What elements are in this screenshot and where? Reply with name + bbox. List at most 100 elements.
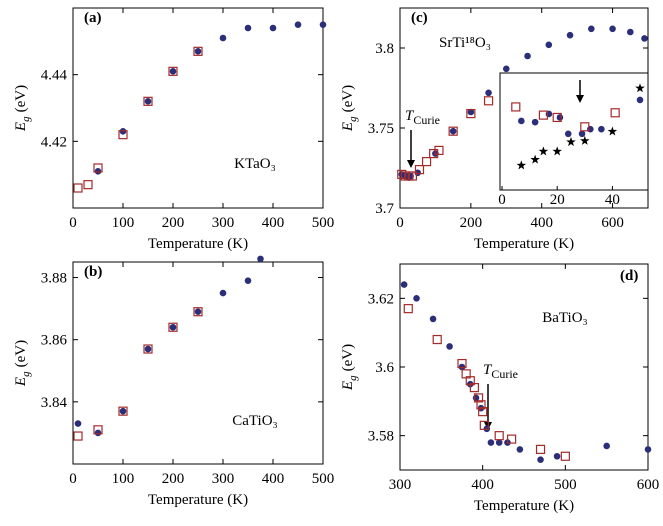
point [269, 24, 277, 32]
panel-label: (c) [411, 10, 428, 26]
point [429, 149, 439, 159]
x-tick-label: 0 [69, 471, 77, 487]
x-axis-label: Temperature (K) [474, 498, 574, 514]
x-tick-label: 600 [637, 477, 660, 493]
point [93, 425, 103, 435]
point [119, 128, 127, 135]
curie-label: TCurie [405, 108, 440, 127]
point [535, 444, 546, 454]
point [588, 25, 595, 33]
point [413, 295, 420, 302]
point [94, 429, 102, 437]
point [294, 21, 302, 28]
x-tick-label: 300 [389, 477, 412, 493]
x-tick-label: 400 [471, 477, 494, 493]
point [537, 456, 544, 464]
point [641, 35, 648, 42]
point [448, 126, 458, 136]
point [538, 110, 549, 120]
point [518, 117, 525, 125]
point [432, 334, 442, 345]
point [636, 96, 644, 104]
point [93, 163, 103, 173]
point [434, 145, 444, 155]
x-tick-label: 200 [162, 471, 185, 487]
x-tick-label: 0 [396, 215, 404, 231]
y-tick-label: 3.84 [41, 395, 68, 411]
point [219, 289, 227, 297]
point [219, 34, 227, 42]
point [414, 165, 425, 175]
curie-symbol: T [405, 108, 415, 124]
plot-frame [72, 261, 324, 465]
inset-x-tick-label: 20 [550, 192, 565, 208]
point [560, 451, 570, 461]
x-tick-label: 100 [112, 471, 135, 487]
inset-x-tick-label: 0 [498, 192, 506, 208]
y-axis-symbol: E [340, 122, 356, 132]
y-axis-unit: (eV) [13, 340, 29, 367]
point [244, 24, 252, 32]
y-axis-symbol: E [340, 381, 356, 391]
point [446, 343, 453, 350]
point [644, 446, 652, 453]
point [466, 108, 476, 119]
y-axis-label: Eg (eV) [13, 85, 32, 132]
x-tick-label: 0 [69, 215, 77, 231]
point [476, 400, 486, 410]
x-tick-label: 500 [554, 477, 577, 493]
point [244, 277, 252, 284]
point [566, 31, 574, 39]
point [403, 304, 413, 314]
x-tick-label: 100 [112, 215, 135, 231]
x-tick-label: 500 [312, 215, 335, 231]
y-tick-label: 4.44 [41, 68, 68, 84]
panel: 0 100 200 300 400 500 3.84 3.86 3.88 Temperature … [13, 255, 334, 508]
curie-label: TCurie [483, 362, 518, 381]
point [511, 102, 521, 112]
point [83, 180, 93, 190]
panel-label: (a) [84, 10, 102, 26]
point [524, 52, 531, 60]
point [578, 130, 586, 138]
curie-symbol: T [483, 362, 493, 378]
point [74, 420, 82, 427]
point [507, 434, 517, 444]
x-tick-label: 400 [262, 215, 285, 231]
point [516, 160, 527, 170]
point [635, 83, 645, 93]
plot-frame [399, 263, 649, 471]
point [257, 255, 264, 263]
y-axis-unit: (eV) [13, 85, 29, 112]
point [169, 68, 177, 75]
y-axis-symbol: E [13, 377, 29, 387]
y-tick-label: 3.8 [375, 41, 394, 57]
annotation: CaTiO₃ [232, 413, 278, 429]
y-axis-unit: (eV) [340, 85, 356, 112]
panel: 0 100 200 300 400 500 4.42 4.44 Temperature (K) E… [13, 7, 335, 252]
panel-label: (b) [84, 264, 102, 280]
point [483, 96, 494, 106]
point [531, 118, 539, 126]
point [194, 308, 202, 316]
curie-subscript: Curie [413, 113, 440, 127]
y-tick-label: 3.7 [375, 201, 394, 217]
x-axis-label: Temperature (K) [148, 492, 248, 508]
point [607, 126, 618, 136]
point [421, 157, 432, 167]
y-axis-subscript: g [347, 375, 359, 381]
point [552, 146, 562, 156]
inset-x-tick-label: 40 [605, 192, 620, 208]
point [485, 89, 492, 97]
panel-label: (d) [620, 268, 638, 284]
curie-subscript: Curie [491, 367, 518, 381]
y-tick-label: 3.88 [41, 271, 67, 287]
y-tick-label: 3.6 [375, 360, 394, 376]
point [502, 65, 510, 73]
annotation: KTaO₃ [234, 156, 276, 172]
y-axis-label: Eg (eV) [340, 344, 359, 391]
y-axis-label: Eg (eV) [13, 340, 32, 387]
point [538, 146, 549, 156]
